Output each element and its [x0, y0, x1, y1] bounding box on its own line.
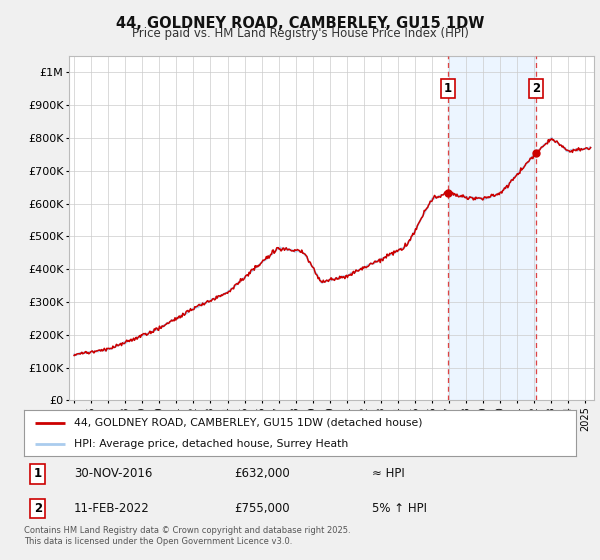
Text: 30-NOV-2016: 30-NOV-2016	[74, 468, 152, 480]
Text: 5% ↑ HPI: 5% ↑ HPI	[372, 502, 427, 515]
Text: Contains HM Land Registry data © Crown copyright and database right 2025.
This d: Contains HM Land Registry data © Crown c…	[24, 526, 350, 546]
Text: £755,000: £755,000	[234, 502, 289, 515]
Text: ≈ HPI: ≈ HPI	[372, 468, 404, 480]
Text: Price paid vs. HM Land Registry's House Price Index (HPI): Price paid vs. HM Land Registry's House …	[131, 27, 469, 40]
Text: 1: 1	[443, 82, 452, 95]
Text: 2: 2	[532, 82, 541, 95]
Bar	[448, 56, 536, 400]
Text: 44, GOLDNEY ROAD, CAMBERLEY, GU15 1DW (detached house): 44, GOLDNEY ROAD, CAMBERLEY, GU15 1DW (d…	[74, 418, 422, 428]
Text: 2: 2	[34, 502, 42, 515]
Text: 44, GOLDNEY ROAD, CAMBERLEY, GU15 1DW: 44, GOLDNEY ROAD, CAMBERLEY, GU15 1DW	[116, 16, 484, 31]
Text: HPI: Average price, detached house, Surrey Heath: HPI: Average price, detached house, Surr…	[74, 439, 348, 449]
Text: 1: 1	[34, 468, 42, 480]
Text: 11-FEB-2022: 11-FEB-2022	[74, 502, 149, 515]
Text: £632,000: £632,000	[234, 468, 290, 480]
